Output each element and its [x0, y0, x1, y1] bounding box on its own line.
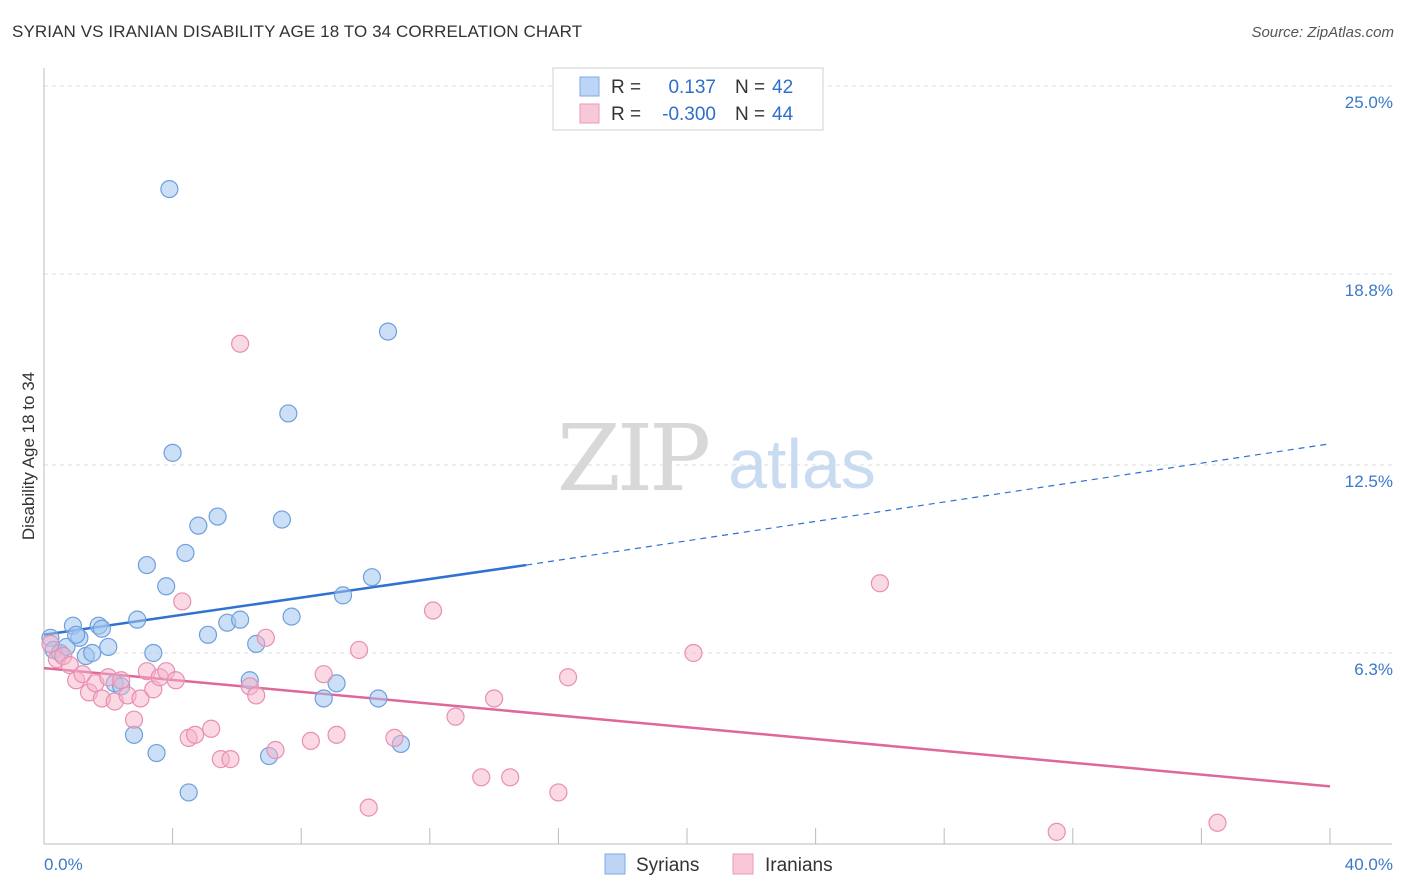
syrians-point-32	[279, 404, 298, 423]
syrians-point-7	[83, 643, 102, 663]
iranians-point-39	[472, 768, 491, 787]
iranians-point-22	[186, 725, 205, 744]
iranians-point-5	[73, 665, 92, 684]
chart-title: SYRIAN VS IRANIAN DISABILITY AGE 18 TO 3…	[12, 22, 583, 41]
syrians-point-24	[198, 625, 218, 644]
syrians-point-18	[157, 577, 176, 596]
iranians-point-44	[684, 643, 703, 663]
y-tick-label-3: 25.0%	[1345, 93, 1393, 112]
legend-r-label-iranians: R =	[611, 104, 641, 125]
iranians-point-25	[221, 750, 240, 769]
syrians-point-22	[179, 783, 198, 802]
legend-r-label-syrians: R =	[611, 77, 641, 98]
legend-bottom-label-iranians: Iranians	[765, 855, 833, 876]
syrians-point-20	[163, 443, 182, 462]
syrians-point-10	[99, 637, 118, 657]
iranians-trend-solid	[43, 666, 1331, 788]
syrians-point-16	[144, 643, 163, 663]
iranians-point-0	[41, 634, 60, 653]
iranians-point-13	[124, 710, 144, 729]
iranians-point-26	[231, 334, 250, 353]
x-tick-labels: 0.0% 40.0%	[44, 855, 1393, 874]
iranians-point-19	[166, 671, 185, 690]
stats-legend: R = 0.137 N = 42 R = -0.300 N = 44	[552, 67, 824, 131]
syrians-point-31	[272, 510, 292, 529]
iranians-point-11	[112, 671, 131, 690]
iranians-point-47	[1208, 813, 1227, 832]
syrians-point-37	[362, 568, 382, 587]
y-tick-labels: 6.3% 12.5% 18.8% 25.0%	[1345, 93, 1393, 679]
legend-swatch-syrians	[579, 76, 600, 97]
y-tick-label-2: 18.8%	[1345, 281, 1393, 300]
legend-n-label-syrians: N =	[735, 77, 765, 98]
iranians-point-35	[359, 798, 378, 817]
iranians-point-29	[256, 628, 275, 647]
iranians-point-14	[131, 689, 150, 708]
iranians-point-36	[385, 728, 404, 747]
x-tick-min: 0.0%	[44, 855, 83, 874]
legend-n-label-iranians: N =	[735, 104, 765, 125]
iranians-point-28	[247, 686, 266, 705]
watermark-zip: ZIP	[557, 405, 708, 512]
source-credit: Source: ZipAtlas.com	[1251, 24, 1394, 41]
legend-swatch-iranians	[579, 103, 600, 124]
syrians-point-17	[147, 743, 166, 763]
iranians-point-37	[423, 601, 443, 620]
iranians-point-30	[266, 740, 285, 760]
iranians-point-41	[501, 768, 520, 787]
iranians-point-40	[485, 689, 504, 708]
iranians-point-20	[173, 592, 192, 611]
syrians-point-38	[369, 689, 388, 708]
iranians-point-38	[446, 707, 465, 726]
watermark-atlas: atlas	[728, 425, 876, 503]
axes	[43, 68, 1392, 845]
watermark: ZIP atlas	[557, 405, 876, 512]
legend-n-value-iranians: 44	[772, 104, 794, 125]
syrians-point-36	[333, 586, 353, 605]
syrians-point-21	[176, 543, 195, 563]
iranians-point-42	[549, 783, 568, 802]
iranians-point-45	[870, 574, 890, 593]
syrians-point-9	[92, 619, 111, 638]
legend-r-value-iranians: -0.300	[662, 104, 716, 125]
syrians-trend-dashed	[526, 443, 1331, 566]
y-tick-label-1: 12.5%	[1345, 472, 1393, 491]
series-legend: Syrians Iranians	[604, 853, 833, 876]
legend-bottom-swatch-iranians	[732, 853, 754, 875]
grid-lines	[44, 85, 1392, 654]
iranians-point-43	[558, 668, 578, 687]
iranians-point-3	[60, 656, 79, 675]
y-tick-label-0: 6.3%	[1354, 660, 1393, 679]
syrians-points	[41, 179, 410, 802]
syrians-point-27	[231, 610, 250, 629]
syrians-point-13	[124, 725, 144, 744]
legend-n-value-syrians: 42	[772, 77, 793, 98]
syrians-point-23	[189, 516, 208, 535]
syrians-point-39	[378, 322, 398, 341]
syrians-point-14	[128, 610, 147, 629]
syrians-trend-solid	[43, 563, 527, 637]
syrians-point-41	[67, 625, 86, 644]
y-axis-label: Disability Age 18 to 34	[19, 372, 38, 540]
syrians-point-33	[282, 607, 301, 626]
iranians-point-46	[1047, 822, 1066, 841]
syrians-point-15	[137, 555, 156, 575]
legend-bottom-swatch-syrians	[604, 853, 626, 875]
iranians-point-31	[301, 731, 320, 751]
syrians-point-35	[327, 674, 346, 693]
x-tick-max: 40.0%	[1345, 855, 1393, 874]
legend-bottom-label-syrians: Syrians	[636, 855, 699, 876]
iranians-point-34	[349, 640, 369, 660]
syrians-point-34	[314, 689, 333, 708]
syrians-point-25	[208, 507, 227, 526]
iranians-point-32	[314, 665, 333, 684]
legend-r-value-syrians: 0.137	[668, 77, 716, 98]
iranians-point-23	[202, 719, 221, 738]
syrians-point-19	[160, 179, 179, 199]
iranians-point-33	[327, 725, 346, 744]
iranians-points	[41, 334, 1227, 841]
